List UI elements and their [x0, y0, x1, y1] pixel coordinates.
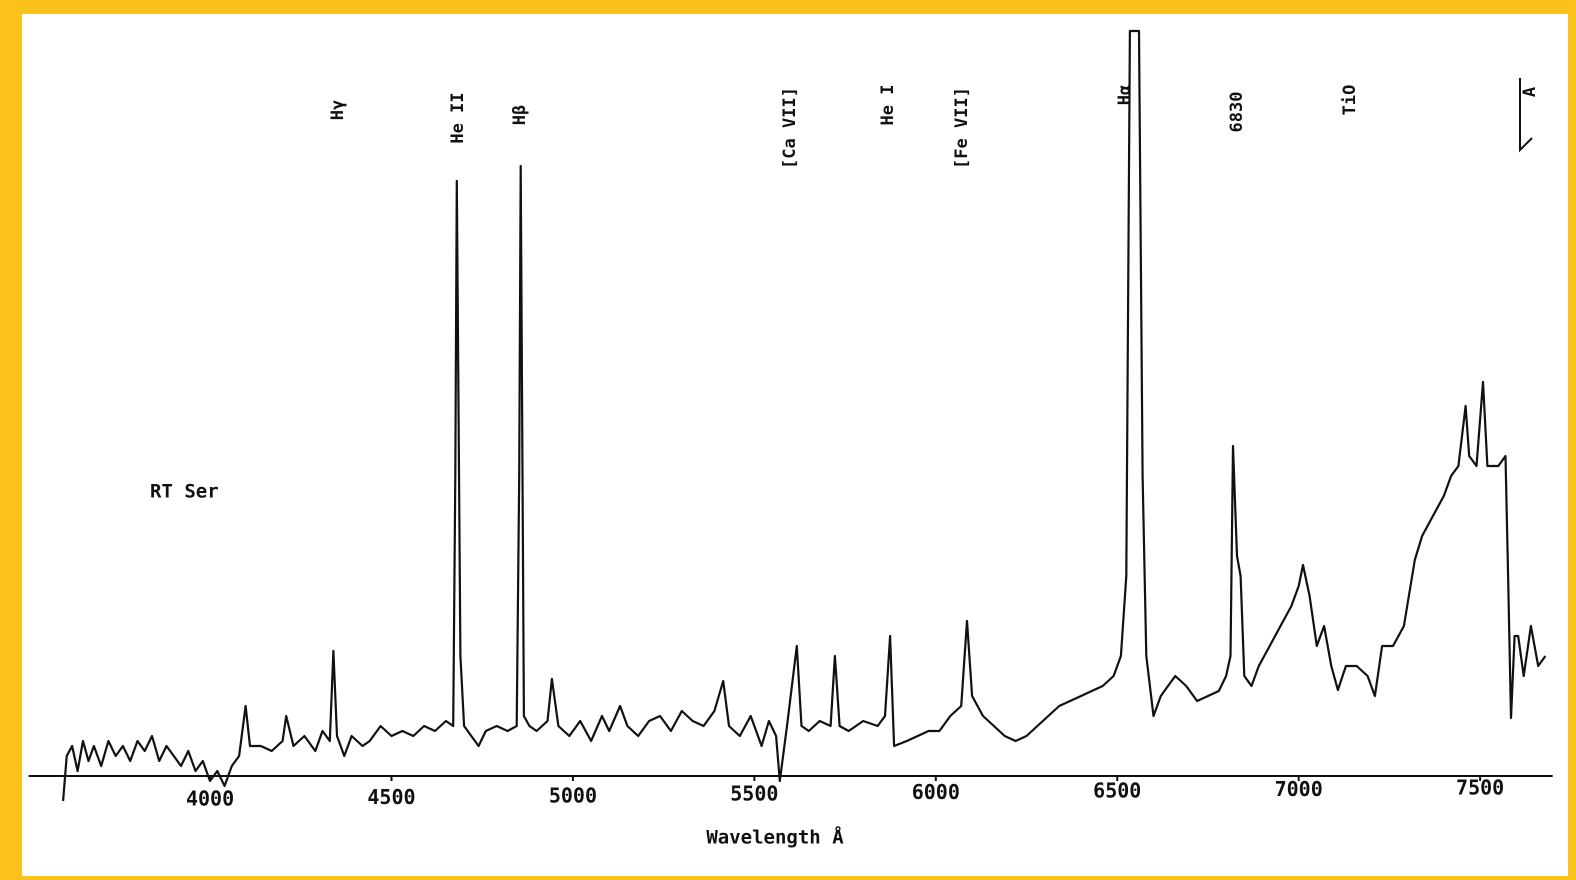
x-tick-label: 6000: [912, 780, 960, 804]
line-label: Hβ: [510, 105, 530, 125]
line-label: [Fe VII]: [952, 87, 972, 169]
x-tick-label: 5000: [549, 783, 597, 807]
line-label: A: [1520, 87, 1540, 97]
line-label: TiO: [1340, 85, 1360, 116]
plot-panel: [22, 14, 1568, 876]
x-tick-label: 7500: [1456, 775, 1504, 799]
line-label: He II: [448, 92, 468, 143]
line-label: 6830: [1227, 92, 1247, 133]
x-tick-label: 5500: [730, 782, 778, 806]
line-label: Hγ: [328, 100, 348, 120]
x-tick-label: 6500: [1093, 779, 1141, 803]
x-axis-label: Wavelength Å: [706, 825, 844, 849]
object-label: RT Ser: [150, 481, 219, 503]
line-label: Hα: [1115, 85, 1135, 105]
spectrum-line: [62, 29, 1547, 802]
x-tick-label: 4000: [186, 787, 234, 811]
x-tick-label: 7000: [1275, 777, 1323, 801]
line-label: [Ca VII]: [780, 87, 800, 169]
x-tick-label: 4500: [367, 785, 415, 809]
band-marker: [1519, 78, 1533, 153]
line-label: He I: [878, 85, 898, 126]
